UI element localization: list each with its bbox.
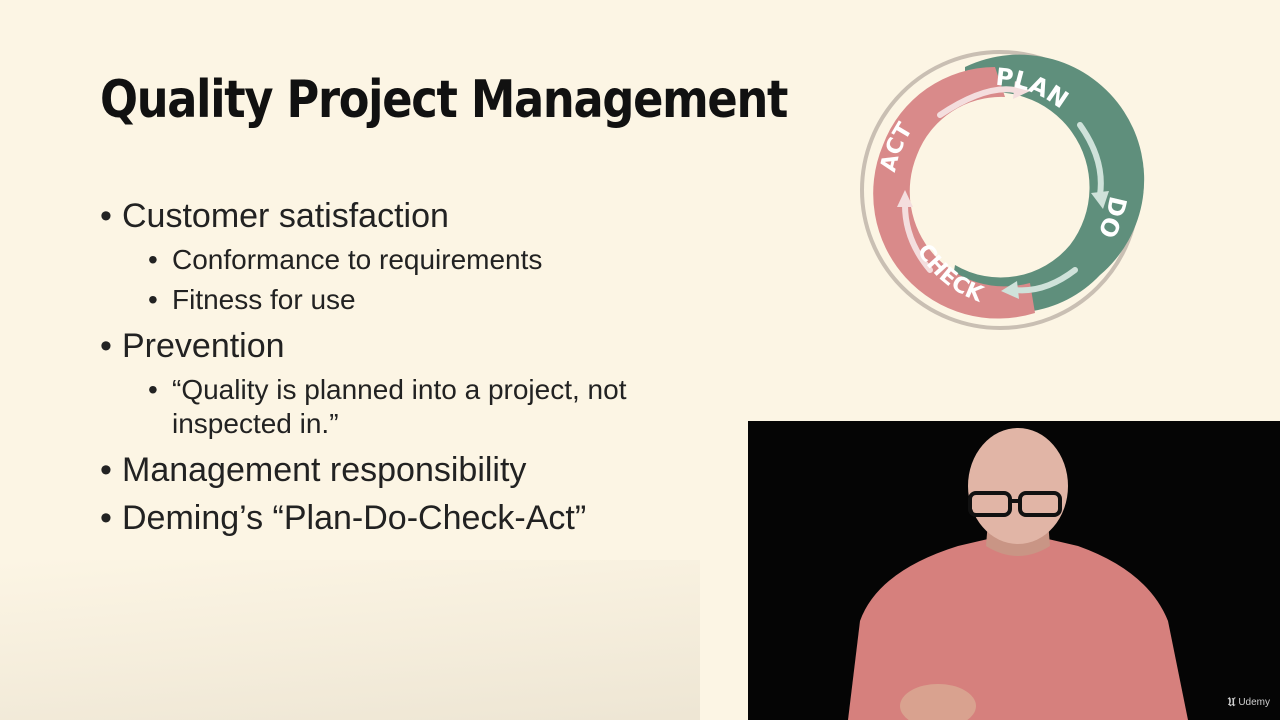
bullet-item: • Prevention (100, 325, 720, 367)
pdca-cycle-diagram: PLAN DO CHECK ACT (855, 45, 1145, 335)
bullet-item: • Management responsibility (100, 449, 720, 491)
bullet-text: Management responsibility (122, 451, 526, 489)
sub-bullet-text: Fitness for use (172, 284, 356, 315)
udemy-logo-icon: 𝔘 (1228, 695, 1236, 710)
bullet-text: Deming’s “Plan-Do-Check-Act” (122, 499, 586, 537)
bullet-dot: • (100, 449, 112, 491)
sub-bullet-item: • Conformance to requirements (148, 243, 720, 277)
bullet-dot: • (148, 243, 158, 277)
presenter-video[interactable]: 𝔘 Udemy (748, 421, 1280, 720)
sub-bullet-item: • Fitness for use (148, 283, 720, 317)
udemy-badge: 𝔘 Udemy (1228, 695, 1270, 710)
bullet-item: • Customer satisfaction (100, 195, 720, 237)
bullet-dot: • (148, 283, 158, 317)
slide-title: Quality Project Management (100, 70, 787, 130)
bullet-text: Prevention (122, 327, 285, 365)
presenter-shirt (848, 539, 1188, 720)
bullet-text: Customer satisfaction (122, 197, 449, 235)
sub-bullet-item: • “Quality is planned into a project, not… (148, 373, 652, 441)
background-texture (0, 560, 700, 720)
bullet-dot: • (100, 325, 112, 367)
sub-bullet-text: Conformance to requirements (172, 244, 542, 275)
udemy-badge-text: Udemy (1238, 697, 1270, 708)
presenter-head (968, 428, 1068, 544)
bullet-dot: • (100, 195, 112, 237)
presenter-figure (748, 421, 1280, 720)
bullet-dot: • (100, 497, 112, 539)
bullet-dot: • (148, 373, 158, 407)
sub-bullet-text: “Quality is planned into a project, not … (172, 374, 626, 439)
bullet-list: • Customer satisfaction • Conformance to r… (100, 195, 720, 545)
bullet-item: • Deming’s “Plan-Do-Check-Act” (100, 497, 720, 539)
